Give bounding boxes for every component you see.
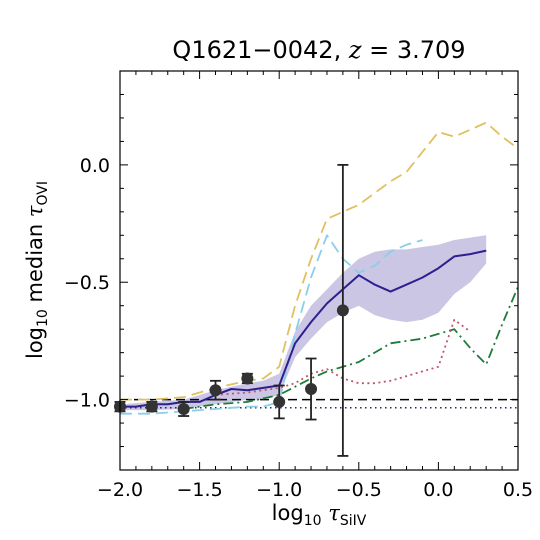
model-scatter-band <box>120 235 487 411</box>
series-dashed-cyan <box>120 234 423 415</box>
title-z-symbol: z <box>348 36 362 64</box>
x-tick-label: −0.5 <box>336 479 382 501</box>
x-tick-label: −1.0 <box>256 479 302 501</box>
y-tick-label: 0.0 <box>80 155 110 177</box>
series-dashed-yellow <box>120 121 518 401</box>
observed-point-4 <box>241 372 254 385</box>
title-z-value: = 3.709 <box>362 36 466 64</box>
plot-frame <box>119 70 519 471</box>
x-tick-label: 0.0 <box>423 479 453 501</box>
y-tick-label: −0.5 <box>64 272 110 294</box>
observed-point-1 <box>145 400 158 413</box>
observed-point-6 <box>305 383 318 396</box>
x-axis-label: log10 τSiIV <box>272 501 367 529</box>
x-tick-label: 0.5 <box>503 479 533 501</box>
observed-point-2 <box>177 402 190 415</box>
title-main: Q1621−0042, <box>172 36 348 64</box>
observed-point-3 <box>209 384 222 397</box>
y-tick-label: −1.0 <box>64 390 110 412</box>
observed-point-5 <box>273 395 286 408</box>
axis-ticks: −2.0 −1.5 −1.0 −0.5 0.0 0.5 0.0 −0.5 −1.0 <box>64 70 533 501</box>
x-tick-label: −1.5 <box>177 479 223 501</box>
y-axis-label: log10 median τOVI <box>23 181 51 359</box>
observed-points <box>114 163 349 457</box>
x-tick-label: −2.0 <box>97 479 143 501</box>
observed-point-7 <box>336 304 349 317</box>
series-dotted-pink <box>215 318 471 396</box>
plot-area <box>120 121 518 415</box>
chart-title: Q1621−0042, z = 3.709 <box>172 36 465 64</box>
